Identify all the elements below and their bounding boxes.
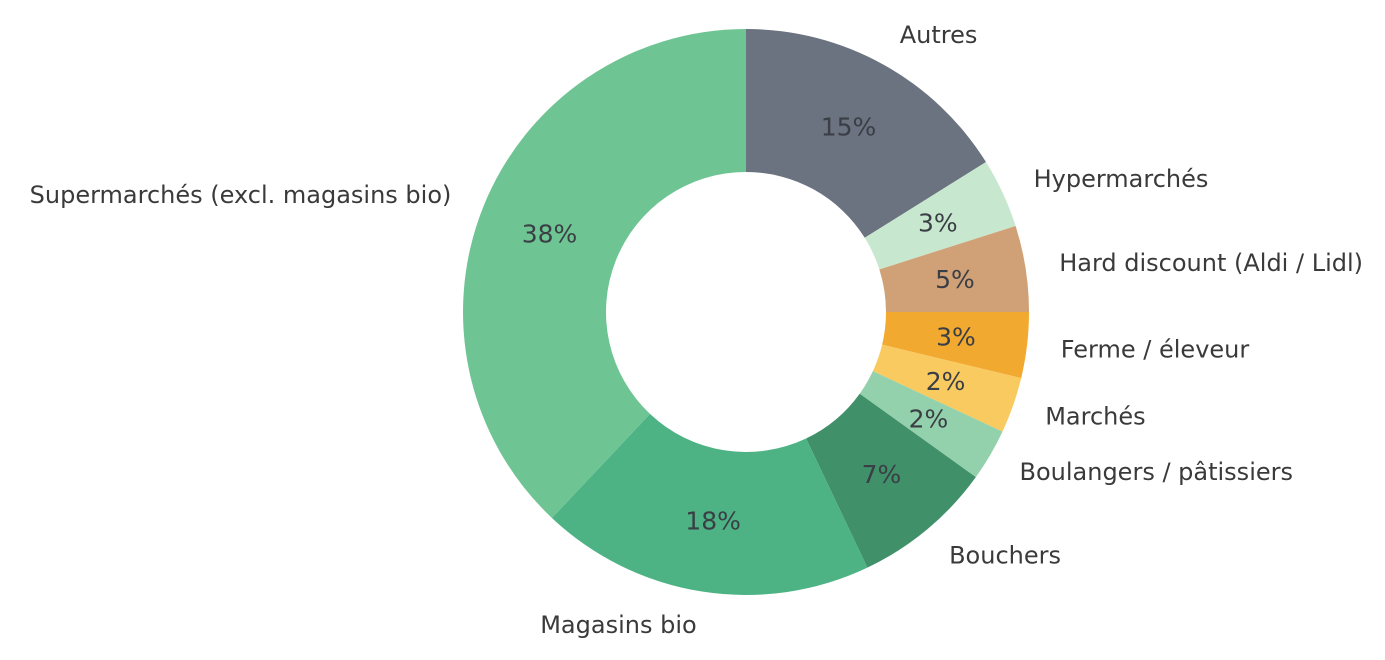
pie-percent-label-hard-discount-aldi-lidl: 5% [935,265,975,294]
pie-category-label-bouchers: Bouchers [949,541,1061,569]
pie-percent-label-supermarches-excl-magasins-bio: 38% [522,220,578,249]
pie-category-label-boulangers-patissiers: Boulangers / pâtissiers [1020,458,1294,486]
pie-slice-ferme-eleveur [882,312,1030,379]
pie-slice-bouchers [806,393,976,568]
pie-slice-autres [746,29,986,238]
pie-percent-label-ferme-eleveur: 3% [936,322,976,351]
pie-slice-magasins-bio [551,413,868,595]
pie-percent-label-boulangers-patissiers: 2% [909,404,949,433]
pie-category-label-marches: Marchés [1045,403,1145,431]
pie-percent-label-magasins-bio: 18% [685,506,741,535]
pie-percent-label-marches: 2% [926,367,966,396]
pie-category-label-ferme-eleveur: Ferme / éleveur [1061,335,1250,363]
pie-category-label-autres: Autres [900,21,978,49]
pie-slice-hard-discount-aldi-lidl [879,225,1029,312]
pie-slice-boulangers-patissiers [859,371,1003,478]
pie-percent-label-autres: 15% [821,113,877,142]
pie-category-label-magasins-bio: Magasins bio [540,611,696,639]
pie-percent-label-bouchers: 7% [862,460,902,489]
pie-percent-label-hypermarches: 3% [918,209,958,238]
pie-category-label-supermarches-excl-magasins-bio: Supermarchés (excl. magasins bio) [30,181,452,209]
pie-category-label-hypermarches: Hypermarchés [1034,165,1209,193]
pie-slice-marches [872,344,1022,432]
pie-slice-hypermarches [864,162,1016,270]
pie-category-label-hard-discount-aldi-lidl: Hard discount (Aldi / Lidl) [1059,249,1363,277]
pie-slice-supermarches-excl-magasins-bio [462,29,746,518]
